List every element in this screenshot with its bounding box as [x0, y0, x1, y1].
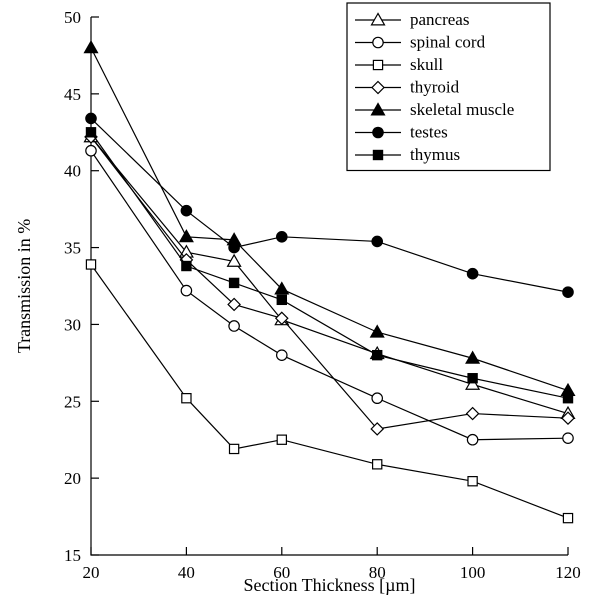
series-skeletal-muscle: [83, 40, 576, 397]
data-point: [562, 393, 574, 404]
data-point: [85, 144, 97, 157]
data-point: [465, 376, 481, 390]
data-point: [276, 294, 288, 306]
data-point: [371, 392, 383, 405]
y-tick-label: 50: [64, 8, 81, 27]
legend-label: skull: [410, 55, 443, 74]
data-point: [178, 229, 194, 243]
data-point: [181, 393, 192, 404]
x-tick-label: 100: [460, 563, 486, 582]
x-tick-label: 60: [273, 563, 290, 582]
data-point: [371, 235, 383, 248]
y-tick-label: 25: [64, 392, 81, 411]
data-point: [83, 40, 99, 54]
data-point: [372, 459, 383, 470]
data-point: [370, 422, 385, 436]
legend-marker: [372, 36, 384, 49]
data-point: [180, 284, 193, 297]
series-line: [90, 136, 569, 430]
y-tick-label: 20: [64, 469, 81, 488]
data-point: [228, 241, 240, 254]
data-point: [562, 512, 574, 524]
x-tick-label: 20: [83, 563, 100, 582]
y-axis-title: Transmission in %: [14, 219, 34, 353]
series-line: [90, 136, 569, 415]
legend-marker: [372, 149, 384, 161]
legend-label: thyroid: [410, 78, 460, 97]
data-point: [85, 112, 97, 125]
data-point: [275, 349, 288, 361]
x-axis-title: Section Thickness [µm]: [243, 575, 415, 595]
series-line: [90, 131, 569, 399]
data-point: [467, 373, 478, 384]
x-tick-label: 80: [369, 563, 386, 582]
legend-item: testes: [355, 123, 448, 142]
series-spinal-cord: [85, 144, 574, 446]
legend-label: pancreas: [410, 10, 469, 29]
data-point: [467, 476, 478, 487]
data-point: [226, 253, 242, 267]
legend-item: spinal cord: [355, 33, 486, 52]
data-point: [228, 443, 240, 455]
series-line: [90, 150, 569, 441]
series-thyroid: [84, 130, 575, 436]
data-point: [466, 267, 479, 280]
legend-marker: [370, 12, 386, 26]
legend-marker: [372, 59, 384, 71]
data-point: [562, 286, 574, 298]
y-tick-label: 45: [64, 85, 81, 104]
data-point: [227, 297, 241, 312]
y-tick-label: 40: [64, 162, 81, 181]
data-point: [465, 350, 481, 364]
legend-label: skeletal muscle: [410, 100, 514, 119]
series-thymus: [85, 127, 574, 404]
data-point: [85, 127, 97, 138]
y-tick-label: 35: [64, 239, 81, 258]
data-point: [275, 231, 288, 243]
data-point: [85, 259, 97, 270]
legend-item: skeletal muscle: [355, 100, 514, 119]
data-point: [180, 204, 193, 217]
x-tick-label: 120: [555, 563, 581, 582]
legend-item: pancreas: [355, 10, 469, 29]
data-point: [561, 411, 575, 426]
series-testes: [85, 112, 574, 298]
data-point: [274, 281, 290, 295]
data-point: [465, 406, 480, 421]
series-skull: [85, 259, 574, 524]
data-point: [274, 311, 289, 326]
legend-marker: [372, 126, 384, 139]
data-point: [181, 260, 192, 272]
data-point: [276, 434, 288, 445]
data-point: [228, 277, 240, 289]
data-point: [372, 349, 383, 361]
legend-label: spinal cord: [410, 33, 486, 52]
legend: pancreas spinal cord skull thyroid skeletal …: [346, 2, 551, 172]
legend-label: testes: [410, 123, 448, 142]
y-tick-label: 30: [64, 315, 81, 334]
legend-item: skull: [355, 55, 443, 74]
y-tick-label: 15: [64, 546, 81, 565]
data-point: [562, 432, 574, 444]
series-layer: [83, 40, 576, 524]
series-pancreas: [83, 129, 576, 420]
data-point: [466, 433, 479, 446]
legend-label: thymus: [410, 145, 460, 164]
legend-marker: [370, 102, 386, 116]
legend-item: thymus: [355, 145, 460, 164]
data-point: [228, 320, 240, 332]
data-point: [369, 324, 385, 338]
x-tick-label: 40: [178, 563, 195, 582]
legend-item: thyroid: [355, 78, 460, 97]
legend-marker: [371, 80, 385, 95]
